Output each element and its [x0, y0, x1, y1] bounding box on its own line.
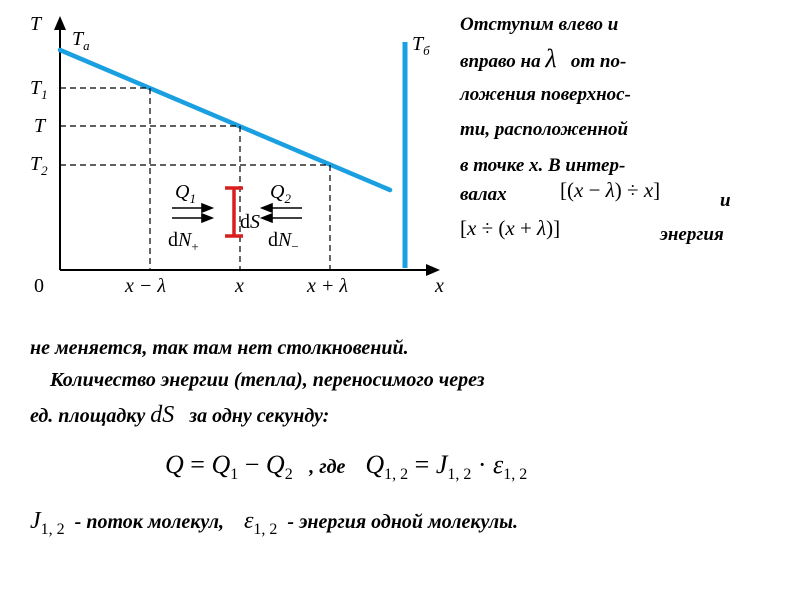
dashed-horizontals — [60, 88, 330, 165]
bottom-text-block: не меняется, так там нет столкновений. К… — [30, 332, 770, 543]
defs-line: J1, 2 - поток молекул, ε1, 2 - энергия о… — [30, 502, 770, 542]
r-line4: ти, расположенной — [460, 115, 790, 144]
arrows-right — [262, 204, 302, 222]
b-line2: Количество энергии (тепла), переносимого… — [30, 364, 770, 396]
r-line1: Отступим влево и — [460, 10, 790, 39]
x-center-label: x — [234, 275, 244, 297]
r-line6: валах [(x − λ) ÷ x] и — [460, 180, 790, 214]
b-line3: ед. площадку dS за одну секунду: — [30, 396, 770, 434]
diagram-svg: T x 0 Tа Tб — [20, 10, 450, 315]
arrows-left — [172, 204, 212, 222]
x-plus-lambda-label: x + λ — [306, 275, 348, 297]
eps12-symbol: ε1, 2 — [244, 508, 277, 534]
equation-line: Q = Q1 − Q2 , где Q1, 2 = J1, 2 · ε1, 2 — [30, 444, 770, 488]
Q1-label: Q1 — [175, 181, 196, 206]
page: T x 0 Tа Tб — [0, 0, 800, 600]
eq-main: Q = Q1 − Q2 — [165, 450, 299, 479]
thermal-diagram: T x 0 Tа Tб — [20, 10, 450, 310]
interval2-math: [x ÷ (x + λ)] — [460, 212, 560, 245]
r-line7: [x ÷ (x + λ)] энергия — [460, 214, 790, 244]
J12-symbol: J1, 2 — [30, 508, 65, 534]
Ta-label: Tа — [72, 28, 90, 53]
eq-Q12: Q1, 2 = J1, 2 · ε1, 2 — [365, 450, 527, 479]
origin-label: 0 — [34, 275, 44, 297]
r-line3: ложения поверхнос- — [460, 80, 790, 109]
dS-label: dS — [240, 211, 260, 233]
b-line1: не меняется, так там нет столкновений. — [30, 332, 770, 364]
dNminus-label: dN− — [268, 229, 299, 254]
lambda-symbol: λ — [545, 44, 556, 73]
r-line2: вправо на λ от по- — [460, 39, 790, 79]
Q2-label: Q2 — [270, 181, 291, 206]
temperature-line — [60, 50, 390, 190]
right-text-block: Отступим влево и вправо на λ от по- ложе… — [460, 10, 790, 244]
interval1-math: [(x − λ) ÷ x] — [560, 174, 660, 207]
x-axis-label: x — [434, 275, 444, 297]
y-axis-label: T — [30, 13, 43, 35]
axes: T x 0 — [30, 13, 444, 297]
T2-label: T2 — [30, 153, 48, 178]
x-minus-lambda-label: x − λ — [124, 275, 166, 297]
dNplus-label: dN+ — [168, 229, 199, 254]
Tb-label: Tб — [412, 33, 430, 58]
T1-label: T1 — [30, 77, 48, 102]
T-label: T — [34, 115, 47, 137]
